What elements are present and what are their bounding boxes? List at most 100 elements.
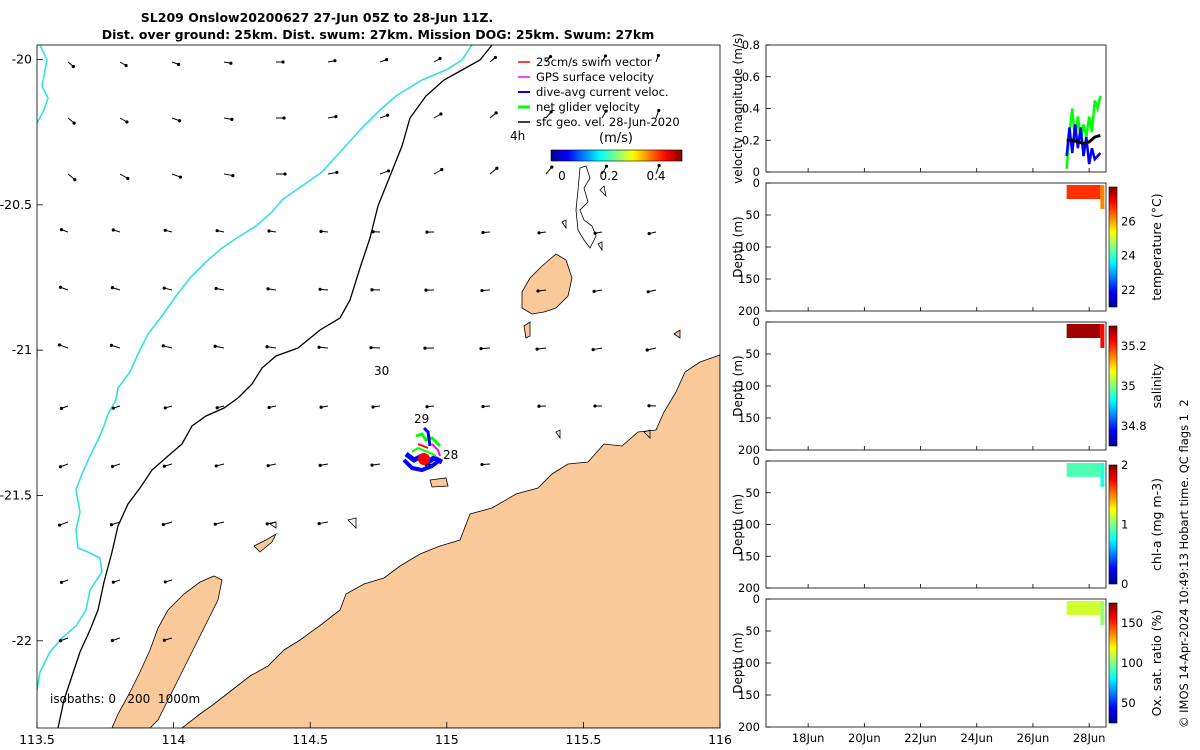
- velocity-arrow-head: [111, 406, 115, 410]
- velocity-arrow-head: [480, 462, 484, 467]
- velocity-arrow-head: [318, 287, 322, 291]
- panel-y-tick-label: 150: [738, 688, 760, 702]
- velocity-arrow-head: [481, 230, 485, 235]
- velocity-arrow-head: [176, 62, 181, 66]
- velocity-arrow-head: [73, 178, 77, 182]
- velocity-arrow-head: [479, 347, 483, 351]
- velocity-arrow-head: [549, 110, 553, 114]
- date-tick-label: 26Jun: [1017, 731, 1050, 745]
- date-tick-label: 22Jun: [904, 731, 937, 745]
- panel-y-axis-label: velocity magnitude (m/s): [731, 33, 745, 184]
- chart-title-line1: SL209 Onslow20200627 27-Jun 05Z to 28-Ju…: [141, 10, 493, 25]
- profile-data-cast: [1100, 324, 1105, 348]
- legend-label-sfc: sfc geo. vel. 28-Jun-2020: [536, 115, 680, 129]
- colorbar-title: (m/s): [599, 131, 633, 146]
- legend-item-sfc-geo: sfc geo. vel. 28-Jun-2020: [518, 115, 680, 129]
- velocity-arrow-head: [593, 404, 597, 408]
- map-frame: [36, 44, 721, 729]
- velocity-arrow-head: [548, 55, 553, 59]
- velocity-arrow-head: [59, 228, 64, 232]
- velocity-arrow-head: [267, 405, 271, 410]
- panel-frame: [765, 460, 1107, 589]
- panel-y-axis-label: Depth (m): [731, 632, 745, 693]
- velocity-arrow-head: [283, 172, 287, 176]
- map-legend: 25cm/s swim vector GPS surface velocity …: [510, 55, 683, 183]
- date-tick-label: 18Jun: [792, 731, 825, 745]
- colorbar-label: salinity: [1149, 363, 1164, 408]
- map-x-tick-label: 114: [162, 732, 186, 747]
- velocity-arrow-head: [58, 639, 63, 643]
- velocity-arrow-head: [494, 111, 498, 115]
- panel-y-axis-label: Depth (m): [731, 494, 745, 555]
- profile-data-band: [1066, 601, 1101, 615]
- profile-data-cast: [1100, 185, 1105, 209]
- panel-y-tick-label: 50: [745, 624, 760, 638]
- velocity-arrow-head: [177, 119, 182, 123]
- colorbar-label: Ox. sat. ratio (%): [1149, 610, 1164, 717]
- profile-data-band: [1066, 324, 1101, 338]
- velocity-arrow-head: [266, 464, 270, 468]
- velocity-arrow-head: [109, 343, 113, 347]
- panel-frame: [765, 321, 1107, 451]
- panel-y-tick-label: 0: [753, 165, 760, 179]
- profile-data-cast: [1100, 463, 1105, 487]
- colorbar-tick-label: 35.2: [1121, 339, 1147, 353]
- velocity-arrow-head: [493, 55, 497, 60]
- glider-track: [402, 426, 444, 473]
- legend-item-swim-vector: 25cm/s swim vector: [518, 55, 652, 69]
- velocity-arrow-head: [537, 404, 541, 408]
- velocity-arrow-head: [267, 229, 271, 233]
- velocity-arrow-head: [371, 405, 375, 409]
- velocity-arrow-head: [647, 231, 651, 236]
- velocity-arrow-head: [319, 229, 323, 233]
- panel-colorbar: [1108, 325, 1118, 447]
- velocity-arrow-head: [369, 346, 373, 350]
- panel-y-tick-label: 0.2: [742, 133, 760, 147]
- velocity-arrow-head: [537, 231, 541, 235]
- colorbar-tick-label: 100: [1121, 656, 1143, 670]
- velocity-arrow-head: [231, 173, 235, 178]
- velocity-arrow-head: [58, 465, 63, 469]
- velocity-arrow-head: [384, 58, 389, 62]
- velocity-arrow-head: [481, 404, 485, 409]
- panel-y-tick-label: 0: [753, 454, 760, 468]
- velocity-arrow-head: [162, 286, 166, 290]
- velocity-arrow-head: [163, 228, 167, 232]
- map-y-tick-label: -20: [12, 52, 32, 67]
- velocity-arrow-head: [163, 406, 167, 410]
- velocity-arrow-head: [424, 288, 428, 292]
- panel-y-tick-label: 200: [738, 581, 760, 595]
- colorbar-tick-label: 26: [1121, 214, 1136, 228]
- colorbar-tick-label: 2: [1121, 458, 1128, 472]
- velocity-arrow-field: [57, 53, 661, 643]
- velocity-arrow-head: [645, 348, 649, 352]
- map-x-tick-label: 113.5: [19, 732, 55, 747]
- velocity-arrow-head: [657, 163, 661, 168]
- panel-y-tick-label: 0.8: [742, 38, 760, 52]
- velocity-arrow-head: [371, 230, 375, 234]
- colorbar-tick-label: 1: [1121, 518, 1128, 532]
- velocity-arrow-head: [58, 285, 63, 289]
- velocity-arrow-head: [213, 344, 217, 348]
- panel-y-tick-label: 200: [738, 304, 760, 318]
- track-label-28: 28: [443, 448, 458, 462]
- legend-item-gps: GPS surface velocity: [518, 70, 654, 84]
- colorbar-label: temperature (°C): [1149, 193, 1164, 300]
- velocity-arrow-head: [480, 288, 484, 293]
- velocity-arrow-head: [111, 580, 115, 584]
- colorbar-tick-label: 22: [1121, 283, 1136, 297]
- velocity-arrow-head: [656, 53, 660, 58]
- panel-y-tick-label: 150: [738, 549, 760, 563]
- panel-y-tick-label: 0.6: [742, 70, 760, 84]
- island-small-3: [673, 329, 681, 339]
- velocity-arrow-head: [110, 638, 114, 643]
- velocity-arrow-head: [57, 523, 62, 527]
- velocity-arrow-head: [230, 117, 234, 121]
- colorbar-tick-0: 0: [558, 169, 566, 183]
- velocity-arrow-head: [535, 347, 539, 351]
- panel-colorbar: [1108, 186, 1118, 308]
- velocity-series-line: [1065, 124, 1102, 165]
- panel-y-tick-label: 0: [753, 592, 760, 606]
